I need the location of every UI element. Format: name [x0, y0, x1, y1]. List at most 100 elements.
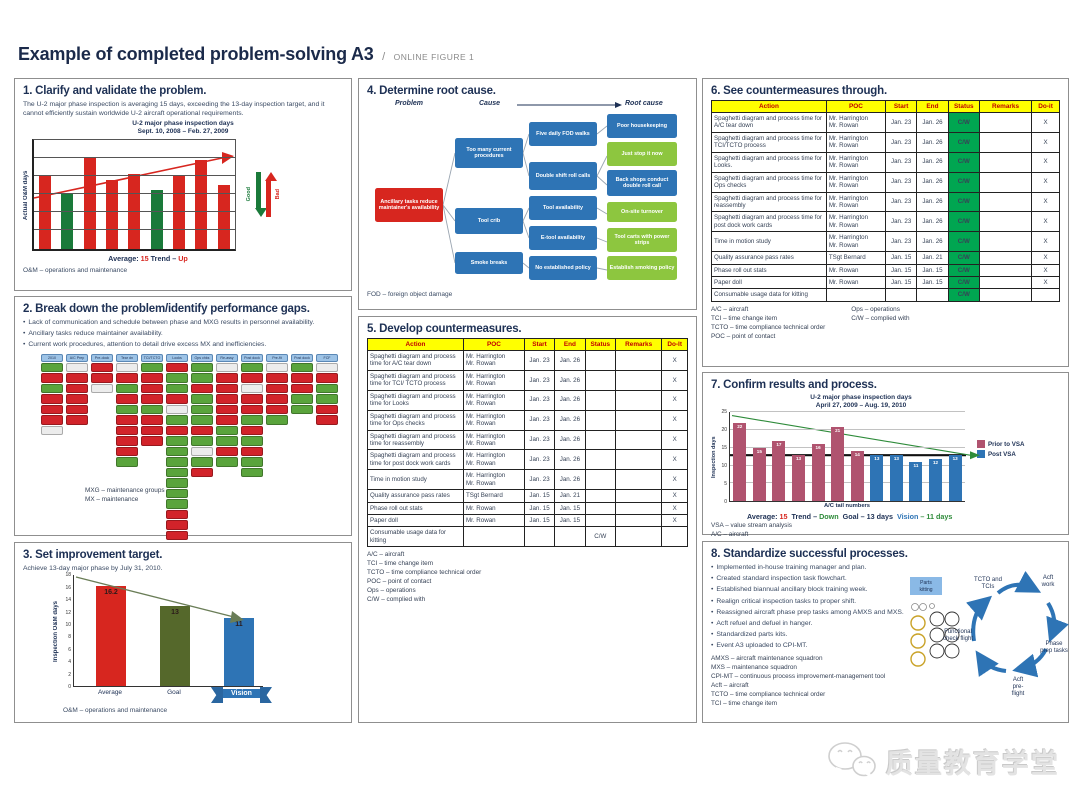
status-cell: C/W	[947, 131, 980, 153]
process-column: TCI/TCTO	[141, 353, 163, 542]
panel3-footnote: O&M – operations and maintenance	[63, 707, 168, 715]
table-row: Spaghetti diagram and process time for T…	[711, 131, 1060, 153]
process-block	[241, 467, 263, 478]
panel7-plot-area: 22 15 17 13 16 21 14 13 13 11 12 13	[729, 411, 980, 503]
process-block	[141, 362, 163, 373]
process-block	[166, 478, 188, 488]
panel4-diagram: Problem Cause Root cause Ancillary tasks…	[367, 100, 689, 290]
process-column: Pre-dock	[91, 353, 113, 542]
process-block	[216, 446, 238, 457]
legend-item: Post VSA	[977, 450, 1024, 459]
process-block	[291, 373, 313, 383]
panel4-connectors	[442, 102, 622, 271]
status-cell	[584, 449, 616, 471]
panel3-title: 3. Set improvement target.	[23, 549, 163, 561]
process-block	[241, 436, 263, 446]
legend-line: POC – point of contact	[367, 578, 432, 586]
poc-cell	[825, 288, 887, 302]
process-block	[266, 362, 288, 373]
svg-text:prep tasks: prep tasks	[1040, 648, 1068, 654]
panel-develop-countermeasures: 5. Develop countermeasures. Action POC Sta…	[358, 316, 697, 723]
panel7-bars: 22 15 17 13 16 21 14 13 13 11 12 13	[730, 412, 965, 502]
poc-cell: Mr. Harrington Mr. Rowan	[825, 231, 887, 253]
poc-cell	[463, 526, 525, 548]
action-cell: Spaghetti diagram and process time for A…	[367, 350, 464, 371]
end-cell: Jan. 15	[554, 513, 586, 528]
doit-cell: X	[661, 469, 688, 491]
process-block	[141, 404, 163, 415]
status-cell: C/W	[947, 151, 980, 173]
process-block	[116, 457, 138, 467]
column-header: POC	[463, 338, 525, 351]
status-cell	[584, 389, 616, 411]
process-block	[41, 425, 63, 436]
p7-bar: 13	[792, 454, 806, 502]
doit-cell: X	[1031, 171, 1060, 193]
process-block	[41, 394, 63, 404]
panel7-x-axis-label: A/C tail numbers	[823, 503, 871, 510]
parts-kitting-box	[910, 577, 942, 595]
action-cell: Quality assurance pass rates	[367, 489, 464, 503]
doit-cell: X	[661, 350, 688, 371]
panel-determine-root-cause: 4. Determine root cause. Problem Cause R…	[358, 78, 697, 310]
action-cell: Spaghetti diagram and process time for L…	[711, 151, 827, 173]
status-cell: C/W	[947, 231, 980, 253]
process-block	[216, 362, 238, 373]
process-column: Pre-flt	[266, 353, 288, 542]
table-row: Quality assurance pass rates TSgt Bernard…	[711, 251, 1060, 265]
status-cell: C/W	[947, 288, 980, 302]
legend-line: TCTO – time compliance technical order	[367, 569, 482, 577]
process-block	[66, 404, 88, 415]
column-header: POC	[825, 100, 887, 113]
start-cell: Jan. 23	[884, 211, 918, 233]
panel1-body: The U-2 major phase inspection is averag…	[23, 101, 325, 118]
remarks-cell	[978, 191, 1033, 213]
action-cell: Spaghetti diagram and process time for p…	[711, 211, 827, 233]
panel7-chart: Inspection days 0 5 10 15 20 25 22 15 17 13 16 21 1…	[711, 409, 1060, 510]
doit-cell: X	[661, 409, 688, 431]
bullet-item: • Realign critical inspection tasks to pr…	[711, 597, 857, 605]
process-cycle-icon: Parts kitting	[910, 570, 1069, 697]
table-row: Phase roll out stats Mr. Rowan Jan. 15 Jan.…	[367, 501, 688, 516]
process-column-header: Tear dn	[116, 353, 138, 362]
bullet-item: • Current work procedures, attention to d…	[23, 341, 267, 349]
action-cell: Paper doll	[711, 275, 827, 290]
remarks-cell	[978, 231, 1033, 253]
table-row: Paper doll Mr. Rowan Jan. 15 Jan. 15 C/W X	[711, 275, 1060, 290]
p1-bar	[217, 185, 230, 249]
table-row: Spaghetti diagram and process time for r…	[367, 429, 688, 451]
end-cell: Jan. 15	[916, 263, 949, 278]
start-cell	[884, 288, 918, 302]
status-cell: C/W	[947, 275, 980, 290]
svg-text:work: work	[1041, 582, 1056, 588]
poc-cell: Mr. Harrington Mr. Rowan	[463, 429, 525, 451]
process-block	[141, 415, 163, 425]
end-cell	[554, 526, 586, 548]
p1-bar	[150, 189, 163, 249]
column-header: Start	[523, 338, 556, 351]
p1-bar	[106, 180, 119, 249]
column-header: Remarks	[978, 100, 1033, 113]
doit-cell	[661, 526, 688, 548]
process-block	[241, 404, 263, 415]
panel7-y-ticks: 0 5 10 15 20 25	[721, 409, 727, 506]
poc-cell: Mr. Harrington Mr. Rowan	[825, 151, 887, 173]
problem-column-header: Problem	[395, 100, 424, 107]
status-cell	[584, 469, 616, 491]
cycle-label-tcto: TCTO and	[974, 577, 1002, 583]
process-block	[191, 457, 213, 467]
table-row: Quality assurance pass rates TSgt Bernard…	[367, 489, 688, 503]
column-header: Remarks	[614, 338, 663, 351]
p1-bar	[61, 194, 74, 249]
legend-line: CPI-MT – continuous process improvement-…	[711, 673, 886, 681]
p3-bar-goal: 13	[160, 606, 190, 687]
process-block	[166, 404, 188, 415]
bullet-item: • Acft refuel and defuel in hanger.	[711, 619, 813, 627]
status-cell: C/W	[947, 211, 980, 233]
poc-cell: Mr. Harrington Mr. Rowan	[825, 171, 887, 193]
process-block	[316, 394, 338, 404]
panel7-series-legend: Prior to VSA Post VSA	[977, 440, 1024, 509]
root-box-3: Back shops conduct double roll call	[607, 170, 677, 196]
panel1-caption: Average: 15 Trend – Up	[108, 253, 188, 263]
legend-line: A/C – aircraft	[711, 531, 749, 539]
